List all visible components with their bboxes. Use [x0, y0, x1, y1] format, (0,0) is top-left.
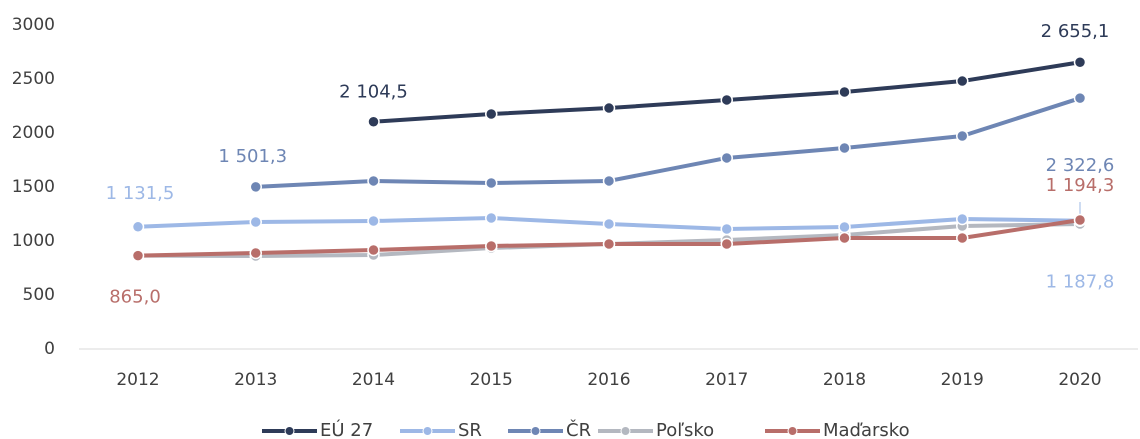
- series-line: [373, 60, 1081, 124]
- x-tick-label: 2015: [470, 370, 513, 390]
- point: [956, 231, 969, 245]
- point: [838, 231, 851, 245]
- point: [956, 74, 969, 88]
- point: [367, 243, 380, 257]
- point: [367, 214, 380, 228]
- point: [131, 249, 145, 262]
- y-tick-label: 2500: [12, 69, 55, 89]
- point: [602, 101, 616, 115]
- x-tick-label: 2019: [941, 370, 984, 390]
- y-tick-label: 2000: [12, 123, 55, 143]
- data-label: 1 131,5: [106, 183, 175, 204]
- point: [602, 174, 616, 188]
- point: [367, 115, 380, 128]
- point: [602, 217, 616, 231]
- y-tick-label: 0: [44, 339, 55, 359]
- legend-marker: [284, 426, 295, 436]
- point: [249, 246, 262, 260]
- point: [720, 237, 733, 251]
- point: [1073, 213, 1087, 227]
- x-tick-label: 2014: [352, 370, 395, 390]
- y-tick-label: 1500: [12, 177, 55, 197]
- point: [602, 237, 616, 251]
- point: [1073, 91, 1087, 105]
- point: [956, 129, 969, 143]
- y-tick-label: 3000: [12, 15, 55, 35]
- point: [720, 93, 733, 107]
- data-label: 1 194,3: [1046, 175, 1115, 196]
- legend-label: Maďarsko: [823, 420, 910, 439]
- point: [249, 180, 262, 194]
- point: [131, 220, 145, 234]
- y-tick-label: 1000: [12, 231, 55, 251]
- series-line: [255, 96, 1081, 189]
- point: [838, 220, 851, 234]
- point: [485, 107, 498, 121]
- legend-marker: [620, 426, 631, 436]
- point: [249, 215, 262, 229]
- point: [838, 141, 851, 155]
- point: [485, 239, 498, 253]
- point: [720, 151, 733, 165]
- legend-label: EÚ 27: [320, 419, 373, 439]
- x-tick-label: 2018: [823, 370, 866, 390]
- x-tick-label: 2020: [1058, 370, 1101, 390]
- legend-marker: [787, 426, 798, 436]
- legend-label: Poľsko: [656, 420, 714, 439]
- data-label: 2 104,5: [339, 82, 408, 103]
- data-label: 1 501,3: [218, 146, 287, 167]
- data-label: 1 187,8: [1046, 272, 1115, 293]
- y-tick-label: 500: [23, 285, 55, 305]
- point: [956, 212, 969, 226]
- point: [485, 176, 498, 190]
- data-label: 865,0: [109, 287, 161, 308]
- data-label: 2 655,1: [1041, 21, 1110, 42]
- x-tick-label: 2012: [116, 370, 159, 390]
- point: [485, 211, 498, 225]
- point: [367, 174, 380, 188]
- x-tick-label: 2016: [587, 370, 630, 390]
- x-tick-label: 2013: [234, 370, 277, 390]
- point: [838, 85, 851, 99]
- data-label: 2 322,6: [1046, 155, 1115, 176]
- point: [720, 222, 733, 236]
- legend-label: SR: [458, 420, 482, 439]
- point: [1073, 55, 1087, 69]
- x-tick-label: 2017: [705, 370, 748, 390]
- legend-label: ČR: [566, 419, 591, 439]
- legend-marker: [530, 426, 541, 436]
- legend-marker: [422, 426, 433, 436]
